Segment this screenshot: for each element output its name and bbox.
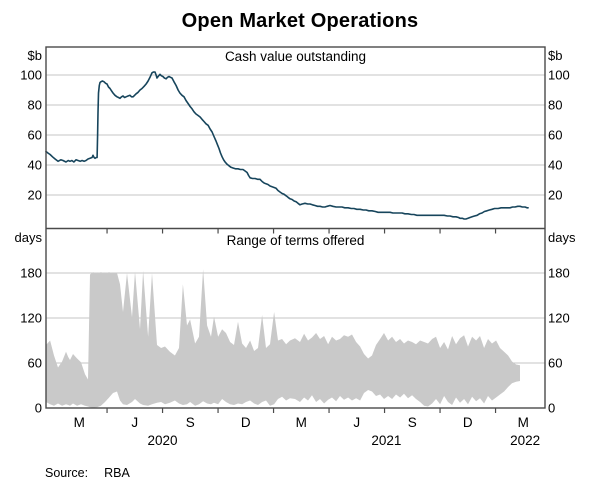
cash-value-line xyxy=(45,71,529,220)
ytick-bottom-right-0: 0 xyxy=(548,400,556,416)
ytick-top-left-40: 40 xyxy=(27,157,42,173)
ytick-top-left-80: 80 xyxy=(27,97,42,113)
bottom-right-unit-label: days xyxy=(548,230,576,245)
ytick-top-right-40: 40 xyxy=(548,157,563,173)
xtick-year-2022: 2022 xyxy=(510,433,541,448)
ytick-top-right-80: 80 xyxy=(548,97,563,113)
top-right-unit-label: $b xyxy=(548,48,563,63)
xtick-month-5: J xyxy=(353,415,361,430)
xtick-month-2: S xyxy=(185,415,195,430)
bottom-left-unit-label: days xyxy=(14,230,42,245)
chart-title: Open Market Operations xyxy=(181,10,419,32)
xtick-month-3: D xyxy=(240,415,251,430)
ytick-bottom-left-0: 0 xyxy=(34,400,42,416)
ytick-bottom-left-120: 120 xyxy=(20,310,42,326)
source-value: RBA xyxy=(104,466,130,480)
top-left-unit-label: $b xyxy=(27,48,42,63)
chart-frame xyxy=(45,46,546,409)
ytick-top-right-100: 100 xyxy=(548,67,570,83)
ytick-top-left-20: 20 xyxy=(27,187,42,203)
xtick-year-2021: 2021 xyxy=(371,433,402,448)
ytick-top-right-20: 20 xyxy=(548,187,563,203)
source-label: Source: xyxy=(45,466,89,480)
source-note: Source: RBA xyxy=(45,466,130,480)
ytick-bottom-right-180: 180 xyxy=(548,265,570,281)
terms-range-area xyxy=(46,269,520,408)
ytick-bottom-right-60: 60 xyxy=(548,355,563,371)
xtick-month-6: S xyxy=(407,415,417,430)
xtick-month-4: M xyxy=(295,415,307,430)
xtick-month-8: M xyxy=(517,415,529,430)
xtick-year-2020: 2020 xyxy=(147,433,178,448)
ytick-top-left-100: 100 xyxy=(20,67,42,83)
top-panel-title: Cash value outstanding xyxy=(224,49,367,64)
ytick-bottom-right-120: 120 xyxy=(548,310,570,326)
xtick-month-1: J xyxy=(131,415,139,430)
ytick-top-right-60: 60 xyxy=(548,127,563,143)
ytick-top-left-60: 60 xyxy=(27,127,42,143)
xtick-month-7: D xyxy=(462,415,473,430)
ytick-bottom-left-60: 60 xyxy=(27,355,42,371)
ytick-bottom-left-180: 180 xyxy=(20,265,42,281)
xtick-month-0: M xyxy=(73,415,85,430)
bottom-panel-title: Range of terms offered xyxy=(226,233,365,248)
